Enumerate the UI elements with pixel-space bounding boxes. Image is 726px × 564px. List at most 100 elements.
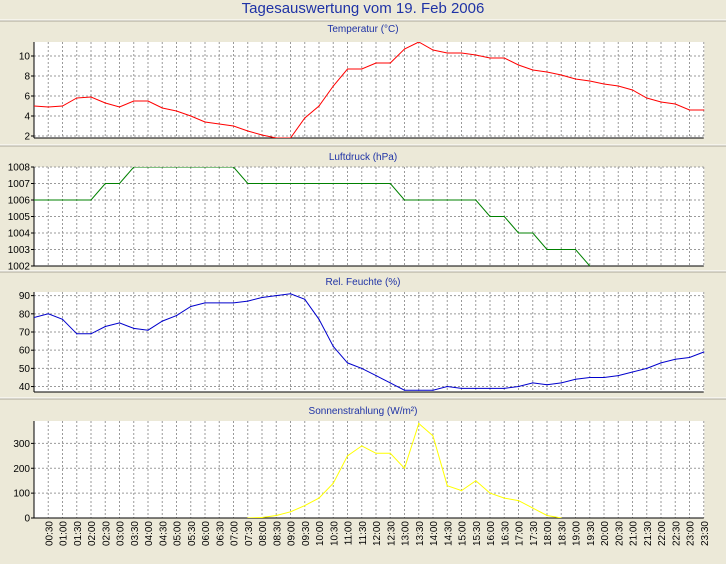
data-point (603, 376, 605, 379)
plot-area (34, 42, 705, 138)
data-point (489, 215, 491, 218)
data-point (546, 248, 548, 251)
chart-panel: Temperatur (°C) 2 4 6 8 10 (19, 24, 705, 143)
data-point (90, 96, 92, 98)
data-point (617, 85, 619, 87)
data-point (261, 134, 263, 136)
x-tick-label: 11:30 (358, 521, 369, 546)
y-tick-label: 60 (19, 346, 31, 357)
data-point (560, 248, 562, 251)
data-point (503, 387, 505, 389)
x-tick-label: 10:30 (329, 521, 340, 546)
y-tick-label: 0 (24, 514, 30, 525)
data-point (76, 333, 78, 335)
x-tick-label: 13:00 (401, 521, 412, 546)
data-point (47, 199, 49, 201)
data-point (489, 387, 491, 389)
x-tick-label: 22:00 (657, 521, 668, 546)
x-tick-label: 15:30 (472, 521, 483, 546)
data-point (532, 69, 534, 71)
data-point (517, 64, 520, 66)
x-tick-label: 21:30 (643, 521, 654, 546)
data-point (275, 137, 277, 138)
data-point (375, 182, 377, 185)
data-point (133, 167, 135, 168)
y-tick-label: 1008 (8, 163, 31, 174)
data-point (389, 62, 391, 64)
chart-panel: Sonnenstrahlung (W/m²) 0 100 200 300 (13, 406, 705, 525)
x-tick-label: 10:00 (315, 521, 326, 546)
data-point (517, 385, 520, 388)
data-point (275, 514, 277, 517)
plot-area (34, 292, 705, 392)
data-point (175, 315, 178, 317)
x-tick-label: 21:00 (629, 521, 640, 546)
data-point (34, 316, 35, 319)
x-tick-label: 03:00 (116, 521, 127, 546)
x-tick-label: 08:30 (272, 521, 283, 546)
data-point (318, 105, 320, 107)
x-tick-label: 20:30 (614, 521, 625, 546)
data-point (261, 296, 263, 299)
data-point (375, 62, 377, 64)
data-point (275, 295, 277, 297)
x-tick-label: 12:30 (386, 521, 397, 546)
data-point (161, 320, 163, 322)
data-point (460, 490, 463, 492)
data-point (275, 182, 277, 185)
data-point (104, 102, 106, 104)
y-tick-label: 6 (24, 92, 30, 103)
y-tick-label: 1006 (8, 196, 31, 207)
data-point (34, 105, 35, 107)
data-point (688, 109, 691, 111)
data-point (104, 182, 106, 185)
y-tick-label: 300 (13, 439, 30, 450)
data-point (446, 385, 448, 388)
series-line (34, 42, 704, 138)
data-point (47, 106, 49, 108)
data-point (118, 106, 121, 108)
data-point (218, 123, 220, 125)
y-tick-label: 1002 (8, 262, 31, 273)
x-tick-label: 09:00 (287, 521, 298, 546)
data-point (418, 389, 420, 391)
data-point (646, 97, 648, 99)
x-tick-label: 14:00 (429, 521, 440, 546)
data-point (346, 455, 349, 457)
data-point (232, 125, 235, 127)
y-tick-label: 1003 (8, 245, 31, 256)
data-point (204, 121, 206, 123)
data-point (247, 300, 249, 302)
data-point (432, 435, 434, 437)
x-tick-label: 18:30 (557, 521, 568, 546)
data-point (489, 492, 491, 494)
y-tick-label: 4 (24, 112, 30, 123)
data-point (603, 83, 605, 85)
data-point (76, 199, 78, 201)
data-point (361, 182, 363, 185)
data-point (104, 325, 106, 328)
data-point (418, 42, 420, 43)
data-point (332, 182, 334, 185)
data-point (204, 167, 206, 168)
data-point (503, 497, 505, 499)
data-point (660, 362, 662, 364)
x-tick-label: 20:00 (600, 521, 611, 546)
data-point (389, 182, 391, 185)
x-tick-label: 17:30 (529, 521, 540, 546)
data-point (90, 199, 92, 201)
data-point (332, 345, 334, 348)
x-tick-label: 17:00 (515, 521, 526, 546)
x-tick-label: 18:00 (543, 521, 554, 546)
data-point (475, 387, 477, 389)
data-point (560, 517, 562, 518)
data-point (617, 375, 619, 377)
x-tick-label: 06:00 (201, 521, 212, 546)
data-point (432, 49, 434, 51)
x-tick-label: 08:00 (258, 521, 269, 546)
data-point (190, 167, 192, 168)
y-tick-label: 40 (19, 382, 31, 393)
data-point (688, 356, 691, 359)
data-point (318, 182, 320, 185)
